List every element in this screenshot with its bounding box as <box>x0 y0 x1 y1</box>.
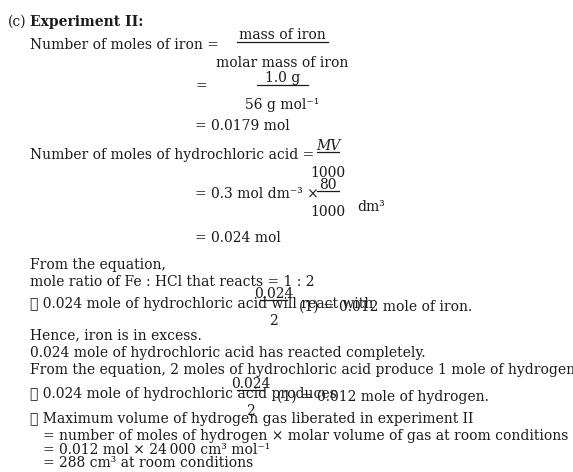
Text: (1) = 0.012 mole of hydrogen.: (1) = 0.012 mole of hydrogen. <box>277 389 488 404</box>
Text: Hence, iron is in excess.: Hence, iron is in excess. <box>30 329 202 343</box>
Text: = number of moles of hydrogen × molar volume of gas at room conditions: = number of moles of hydrogen × molar vo… <box>43 429 568 443</box>
Text: Number of moles of iron =: Number of moles of iron = <box>30 38 219 52</box>
Text: Experiment II:: Experiment II: <box>30 15 144 29</box>
Text: 0.024: 0.024 <box>254 287 293 301</box>
Text: =: = <box>195 79 207 93</box>
Text: From the equation,: From the equation, <box>30 258 166 272</box>
Text: 0.024 mole of hydrochloric acid has reacted completely.: 0.024 mole of hydrochloric acid has reac… <box>30 346 426 360</box>
Text: = 288 cm³ at room conditions: = 288 cm³ at room conditions <box>43 456 253 470</box>
Text: 2: 2 <box>269 314 278 328</box>
Text: MV: MV <box>316 139 340 153</box>
Text: dm³: dm³ <box>357 200 385 214</box>
Text: mole ratio of Fe : HCl that reacts = 1 : 2: mole ratio of Fe : HCl that reacts = 1 :… <box>30 275 315 289</box>
Text: ∴ 0.024 mole of hydrochloric acid will react with: ∴ 0.024 mole of hydrochloric acid will r… <box>30 296 374 311</box>
Text: 1000: 1000 <box>311 166 346 180</box>
Text: = 0.024 mol: = 0.024 mol <box>195 231 281 245</box>
Text: molar mass of iron: molar mass of iron <box>217 56 349 69</box>
Text: 0.024: 0.024 <box>231 377 270 391</box>
Text: 1.0 g: 1.0 g <box>265 71 300 85</box>
Text: 80: 80 <box>319 177 337 192</box>
Text: ∴ Maximum volume of hydrogen gas liberated in experiment II: ∴ Maximum volume of hydrogen gas liberat… <box>30 412 474 426</box>
Text: ∴ 0.024 mole of hydrochloric acid produces: ∴ 0.024 mole of hydrochloric acid produc… <box>30 387 337 401</box>
Text: (c): (c) <box>7 15 26 29</box>
Text: 56 g mol⁻¹: 56 g mol⁻¹ <box>245 98 320 112</box>
Text: (1) = 0.012 mole of iron.: (1) = 0.012 mole of iron. <box>299 299 473 313</box>
Text: 2: 2 <box>246 404 255 418</box>
Text: Number of moles of hydrochloric acid =: Number of moles of hydrochloric acid = <box>30 149 315 162</box>
Text: = 0.0179 mol: = 0.0179 mol <box>195 119 290 134</box>
Text: 1000: 1000 <box>311 204 346 219</box>
Text: mass of iron: mass of iron <box>239 28 326 42</box>
Text: = 0.3 mol dm⁻³ ×: = 0.3 mol dm⁻³ × <box>195 187 319 201</box>
Text: From the equation, 2 moles of hydrochloric acid produce 1 mole of hydrogen.: From the equation, 2 moles of hydrochlor… <box>30 363 573 377</box>
Text: = 0.012 mol × 24 000 cm³ mol⁻¹: = 0.012 mol × 24 000 cm³ mol⁻¹ <box>43 443 270 457</box>
